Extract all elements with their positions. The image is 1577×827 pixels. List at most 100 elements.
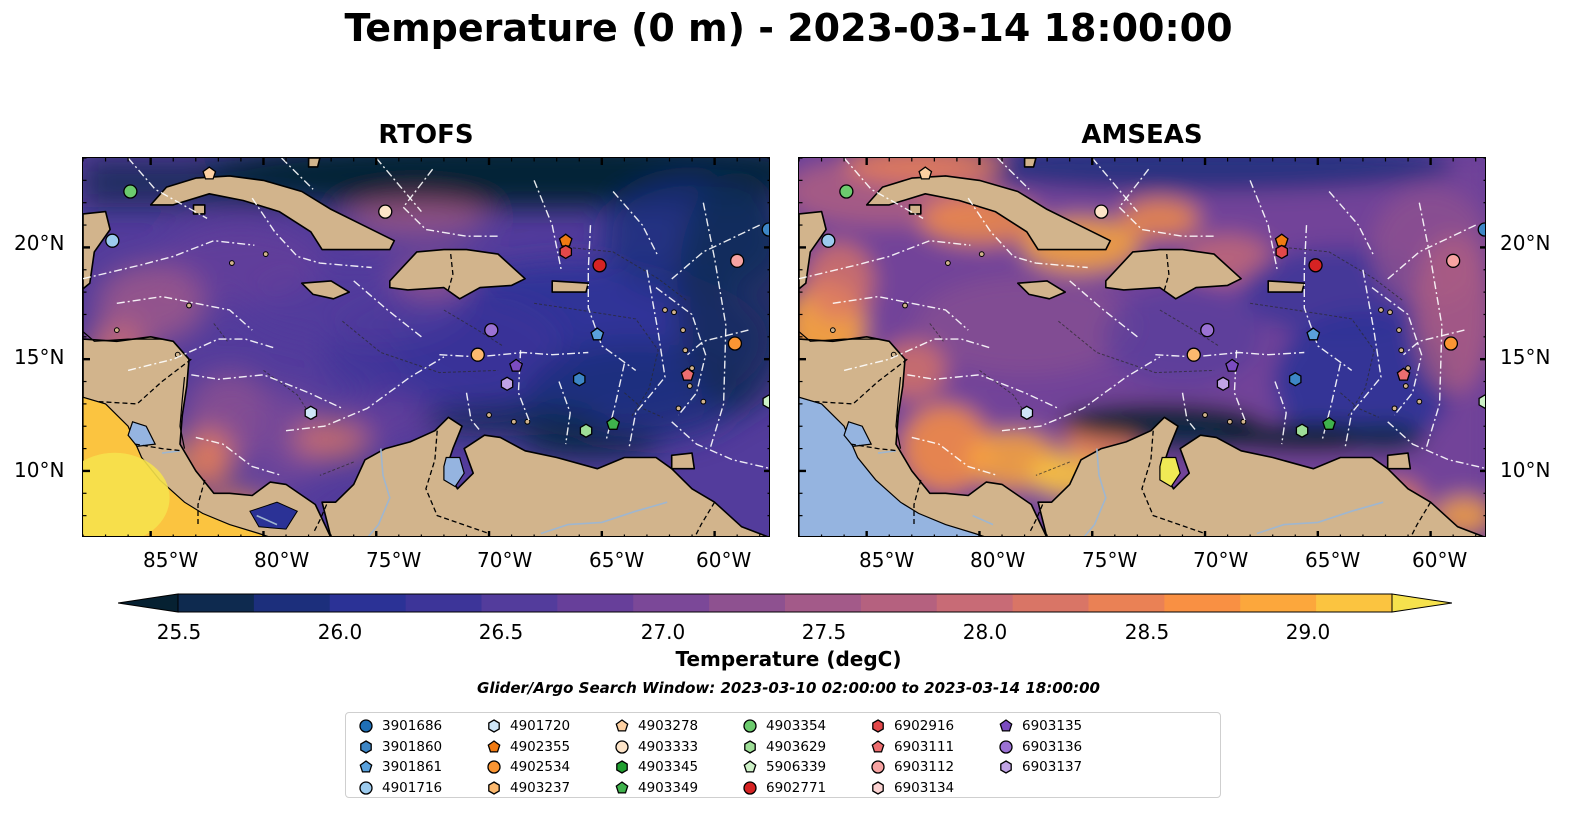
- float-marker[interactable]: [470, 347, 485, 362]
- lon-tick-label: 75°W: [366, 548, 422, 572]
- legend-marker[interactable]: [616, 760, 628, 774]
- float-marker[interactable]: [592, 258, 607, 273]
- legend-marker[interactable]: [487, 760, 501, 774]
- float-marker[interactable]: [1200, 322, 1215, 338]
- legend-marker[interactable]: [359, 719, 373, 733]
- search-window-caption: Glider/Argo Search Window: 2023-03-10 02…: [477, 679, 1100, 697]
- river: [256, 514, 278, 526]
- float-marker[interactable]: [1478, 394, 1486, 409]
- float-marker[interactable]: [1295, 423, 1309, 438]
- float-marker[interactable]: [1275, 244, 1289, 260]
- legend-marker[interactable]: [488, 780, 500, 795]
- legend-marker[interactable]: [872, 719, 884, 733]
- legend-marker[interactable]: [615, 780, 629, 794]
- float-marker[interactable]: [680, 367, 695, 381]
- float-marker[interactable]: [304, 405, 318, 421]
- float-marker[interactable]: [1020, 405, 1034, 421]
- eez-boundary: [1328, 191, 1375, 257]
- float-marker[interactable]: [1477, 222, 1486, 237]
- eez-boundary: [375, 158, 422, 213]
- colorbar-segment: [1012, 594, 1089, 612]
- legend-marker[interactable]: [359, 780, 373, 795]
- legend-marker[interactable]: [743, 780, 757, 795]
- float-marker[interactable]: [1322, 416, 1337, 430]
- float-marker[interactable]: [123, 184, 138, 199]
- panel-title-amseas: AMSEAS: [1081, 120, 1203, 150]
- legend-marker[interactable]: [999, 739, 1013, 754]
- float-legend: 3901686 3901860 3901861 4901716 4901720 49023…: [345, 712, 1221, 798]
- float-markers: [821, 166, 1486, 438]
- float-marker[interactable]: [1094, 204, 1109, 219]
- legend-label: 6903136: [1022, 738, 1083, 755]
- float-marker[interactable]: [1443, 336, 1459, 351]
- colorbar-segment: [709, 594, 786, 612]
- float-marker[interactable]: [202, 166, 217, 180]
- legend-marker[interactable]: [999, 719, 1013, 732]
- eez-boundary: [1001, 356, 1161, 432]
- float-marker[interactable]: [1225, 358, 1240, 372]
- bathymetry-contour: [1035, 461, 1070, 476]
- lon-tick-label: 70°W: [477, 548, 533, 572]
- legend-marker[interactable]: [743, 760, 757, 773]
- legend-marker[interactable]: [359, 760, 373, 773]
- float-marker[interactable]: [105, 233, 120, 248]
- float-marker[interactable]: [590, 327, 605, 341]
- colorbar-tick-label: 29.0: [1285, 620, 1331, 644]
- eez-boundary: [843, 158, 924, 220]
- float-marker[interactable]: [606, 416, 621, 430]
- map-panel-amseas[interactable]: [798, 157, 1486, 537]
- legend-marker[interactable]: [615, 739, 629, 754]
- eez-boundary: [587, 225, 637, 371]
- legend-marker[interactable]: [744, 739, 756, 754]
- axis-ticks: [83, 158, 769, 536]
- float-marker[interactable]: [761, 222, 770, 237]
- eez-boundary: [191, 374, 343, 410]
- legend-item: 6902771: [742, 778, 826, 798]
- legend-marker[interactable]: [743, 719, 757, 733]
- float-marker[interactable]: [1216, 376, 1230, 392]
- map-panel-rtofs[interactable]: [82, 157, 770, 537]
- legend-marker[interactable]: [871, 739, 885, 753]
- country-border: [312, 504, 328, 534]
- legend-marker[interactable]: [872, 780, 884, 795]
- float-marker[interactable]: [1396, 367, 1411, 381]
- legend-marker[interactable]: [360, 739, 372, 754]
- float-marker[interactable]: [1288, 372, 1302, 387]
- float-marker[interactable]: [484, 322, 499, 338]
- float-marker[interactable]: [559, 244, 573, 260]
- float-marker[interactable]: [500, 376, 514, 392]
- country-border: [1141, 430, 1206, 535]
- country-border: [134, 443, 183, 452]
- float-marker[interactable]: [730, 253, 745, 268]
- float-marker[interactable]: [727, 336, 743, 351]
- eez-boundary: [1403, 329, 1465, 356]
- float-marker[interactable]: [839, 184, 854, 199]
- legend-label: 4901720: [510, 718, 571, 734]
- float-marker[interactable]: [1308, 258, 1323, 273]
- legend-marker[interactable]: [1000, 760, 1012, 774]
- float-marker[interactable]: [918, 166, 933, 180]
- float-marker[interactable]: [1186, 347, 1201, 362]
- figure-title: Temperature (0 m) - 2023-03-14 18:00:00: [344, 6, 1233, 50]
- legend-marker[interactable]: [488, 719, 500, 733]
- float-marker[interactable]: [579, 423, 593, 438]
- colorbar-segment: [1088, 594, 1165, 612]
- float-marker[interactable]: [572, 372, 586, 387]
- colorbar-label: Temperature (degC): [675, 647, 902, 671]
- eez-boundary: [1385, 224, 1477, 282]
- lat-tick-label: 20°N: [14, 231, 65, 255]
- legend-item: 6903136: [998, 737, 1082, 757]
- legend-marker[interactable]: [871, 760, 885, 774]
- float-marker[interactable]: [378, 204, 393, 219]
- river: [1083, 448, 1107, 536]
- legend-marker[interactable]: [615, 719, 629, 732]
- float-marker[interactable]: [762, 394, 770, 409]
- lon-tick-label: 85°W: [859, 548, 915, 572]
- legend-marker[interactable]: [487, 739, 501, 753]
- eez-boundary: [1387, 421, 1485, 469]
- float-marker[interactable]: [1306, 327, 1321, 341]
- islet: [1416, 398, 1423, 405]
- float-marker[interactable]: [821, 233, 836, 248]
- float-marker[interactable]: [1446, 253, 1461, 268]
- float-marker[interactable]: [509, 358, 524, 372]
